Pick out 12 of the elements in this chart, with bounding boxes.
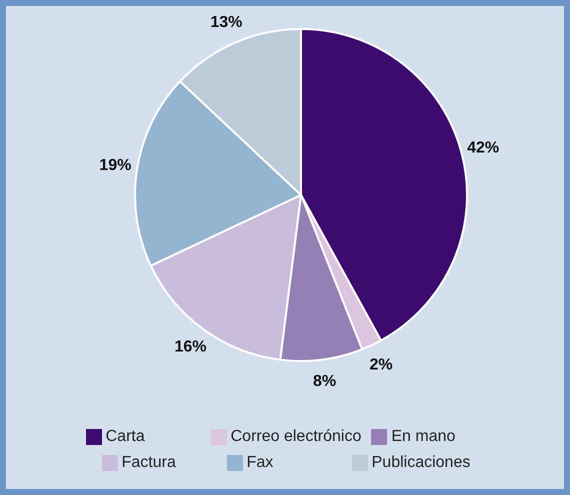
- data-label: 8%: [313, 373, 336, 390]
- legend-label: Correo electrónico: [230, 427, 362, 447]
- data-label: 19%: [99, 157, 132, 174]
- data-label: 42%: [467, 140, 500, 157]
- legend-label: Fax: [246, 453, 274, 473]
- data-label: 2%: [369, 356, 393, 374]
- legend-label: En mano: [391, 427, 456, 447]
- legend-label: Carta: [106, 427, 146, 447]
- data-label: 16%: [174, 338, 207, 356]
- data-label: 13%: [210, 14, 242, 31]
- legend-label: Factura: [122, 453, 177, 473]
- legend-label: Publicaciones: [372, 453, 470, 473]
